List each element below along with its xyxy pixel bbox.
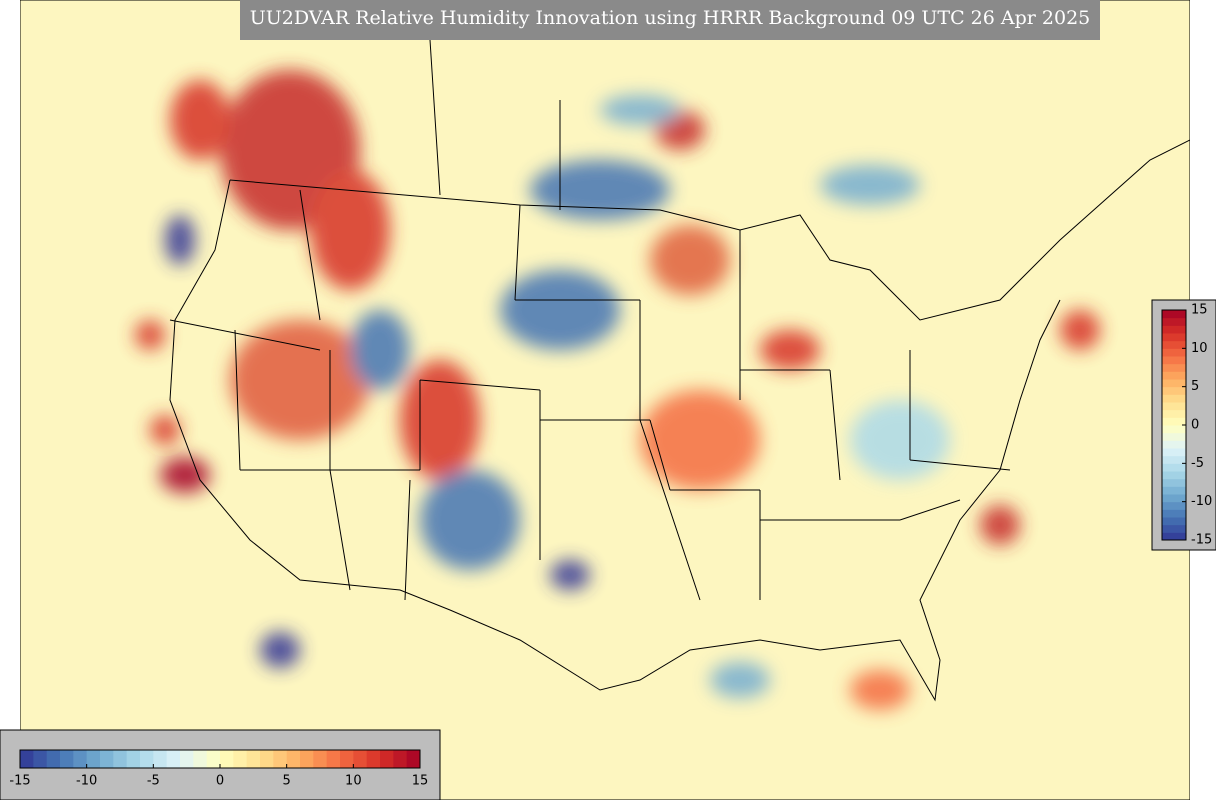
colorbar-segment	[1162, 517, 1186, 526]
colorbar-segment	[380, 750, 394, 768]
colorbar-segment	[340, 750, 354, 768]
colorbar-segment	[1162, 501, 1186, 510]
colorbar-segment	[1162, 333, 1186, 342]
colorbar-segment	[1162, 386, 1186, 395]
colorbar-segment	[393, 750, 408, 768]
colorbar-segment	[1162, 363, 1186, 372]
colorbar-segment	[20, 750, 34, 768]
colorbar-segment	[113, 750, 128, 768]
colorbar-segment	[73, 750, 88, 768]
boundaries	[169, 39, 1190, 702]
colorbar-segment	[1162, 348, 1186, 357]
colorbar-segment	[180, 750, 194, 768]
border-north	[229, 139, 1190, 321]
colorbar-segment	[1162, 425, 1186, 434]
colorbar-tick-label: -15	[9, 774, 30, 789]
colorbar-segment	[1162, 455, 1186, 464]
colorbar-segment	[166, 750, 181, 768]
colorbar-segment	[1162, 310, 1186, 319]
colorbar-tick-label: -5	[1191, 456, 1204, 471]
colorbar-segment	[246, 750, 261, 768]
colorbar-segment	[153, 750, 168, 768]
colorbar-tick-label: 5	[1191, 379, 1199, 394]
title-box	[240, 0, 1100, 40]
colorbar-segment	[313, 750, 328, 768]
colorbar-segment	[1162, 440, 1186, 449]
colorbar-tick-label: 0	[1191, 418, 1199, 433]
colorbar-tick-label: -5	[147, 774, 160, 789]
colorbar-segment	[1162, 379, 1186, 388]
colorbar-tick-label: -10	[76, 774, 97, 789]
colorbar-segment	[273, 750, 288, 768]
colorbar-segment	[140, 750, 154, 768]
colorbar-segment	[206, 750, 221, 768]
colorbar-tick-label: 15	[1191, 303, 1208, 318]
colorbar-segment	[1162, 417, 1186, 426]
colorbar-segment	[1162, 494, 1186, 503]
colorbar-segment	[1162, 317, 1186, 326]
colorbar-segment	[86, 750, 101, 768]
colorbar-segment	[300, 750, 314, 768]
state-lines	[169, 39, 1011, 601]
colorbar-segment	[1162, 371, 1186, 380]
colorbar-segment	[1162, 524, 1186, 533]
colorbar-segment	[46, 750, 61, 768]
colorbar-segment	[126, 750, 141, 768]
map	[20, 0, 1190, 800]
colorbar-segment	[1162, 478, 1186, 487]
colorbar-segment	[1162, 325, 1186, 334]
colorbar-segment	[1162, 471, 1186, 480]
colorbar-segment	[1162, 356, 1186, 365]
colorbar-segment	[1162, 463, 1186, 472]
colorbar-segment	[1162, 409, 1186, 418]
colorbar-segment	[100, 750, 114, 768]
colorbar-segment	[1162, 402, 1186, 411]
colorbar-segment	[33, 750, 48, 768]
colorbar-segment	[1162, 432, 1186, 441]
colorbar-segment	[406, 750, 421, 768]
colorbar-tick-label: 10	[345, 774, 362, 789]
colorbar-segment	[366, 750, 381, 768]
colorbar-segment	[1162, 532, 1186, 541]
colorbar-segment	[286, 750, 301, 768]
colorbar-segment	[260, 750, 274, 768]
colorbar-segment	[1162, 340, 1186, 349]
colorbar-segment	[1162, 394, 1186, 403]
map-title: UU2DVAR Relative Humidity Innovation usi…	[250, 7, 1091, 29]
colorbar-segment	[1162, 486, 1186, 495]
colorbar-segment	[233, 750, 248, 768]
colorbar-segment	[193, 750, 208, 768]
colorbar-tick-label: 0	[216, 774, 224, 789]
colorbar-tick-label: -15	[1191, 533, 1212, 548]
colorbar-segment	[1162, 448, 1186, 457]
colorbar-segment	[326, 750, 341, 768]
colorbar-segment	[60, 750, 74, 768]
colorbar-tick-label: 15	[412, 774, 429, 789]
colorbar-segment	[220, 750, 234, 768]
colorbar-segment	[1162, 509, 1186, 518]
colorbar-tick-label: 5	[283, 774, 291, 789]
colorbar-segment	[353, 750, 368, 768]
innovation-field	[135, 70, 1100, 710]
colorbar-tick-label: 10	[1191, 341, 1208, 356]
colorbar-tick-label: -10	[1191, 494, 1212, 509]
border-coast	[169, 179, 1061, 702]
